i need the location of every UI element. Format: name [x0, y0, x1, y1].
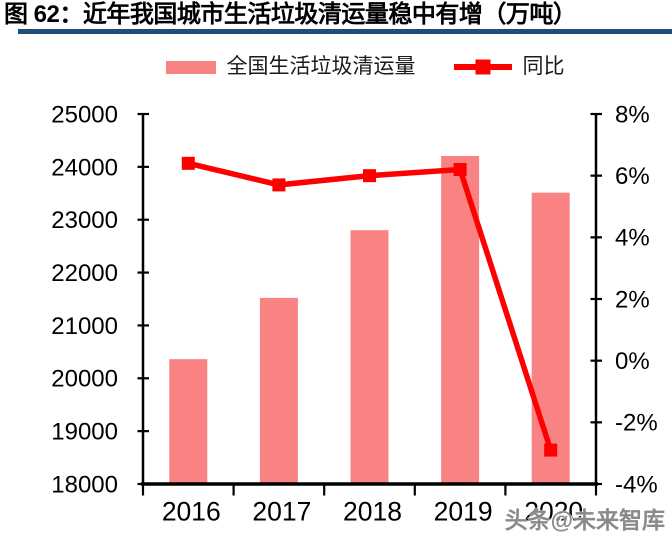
- x-axis-label-2018: 2018: [343, 496, 402, 526]
- y-axis-right-label: 4%: [615, 225, 650, 252]
- yoy-marker-2019: [453, 163, 467, 176]
- y-axis-left-label: 19000: [51, 419, 118, 446]
- yoy-marker-2018: [363, 169, 376, 183]
- y-axis-left-label: 25000: [51, 101, 118, 128]
- yoy-marker-2017: [272, 178, 286, 192]
- y-axis-left-label: 21000: [51, 313, 118, 340]
- chart-legend: 全国生活垃圾清运量 同比: [0, 54, 672, 80]
- watermark: 头条@未来智库: [504, 507, 665, 533]
- yoy-marker-2016: [181, 156, 195, 170]
- title-underline: [18, 29, 672, 34]
- bar-2020: [531, 192, 570, 484]
- figure-title: 图 62：近年我国城市生活垃圾清运量稳中有增（万吨）: [4, 1, 577, 28]
- x-axis-label-2019: 2019: [434, 496, 493, 526]
- y-axis-right-label: 8%: [615, 101, 650, 128]
- line-legend-swatch: [453, 59, 512, 75]
- y-axis-left-label: 23000: [51, 207, 118, 234]
- bar-2018: [350, 230, 389, 484]
- y-axis-right-label: -2%: [615, 410, 658, 437]
- bar-legend-swatch: [165, 60, 216, 74]
- x-axis-label-2017: 2017: [252, 496, 311, 526]
- bar-2016: [169, 359, 208, 484]
- y-axis-right-label: 6%: [615, 163, 650, 190]
- y-axis-right-label: 0%: [615, 348, 650, 375]
- y-axis-left-label: 22000: [51, 260, 118, 287]
- y-axis-left-label: 20000: [51, 366, 118, 393]
- yoy-marker-2020: [544, 443, 558, 457]
- y-axis-right-label: 2%: [615, 286, 650, 313]
- x-axis-label-2020: 2020: [524, 496, 583, 526]
- line-legend-marker-icon: [475, 59, 490, 75]
- legend-item-line: 同比: [453, 54, 565, 80]
- y-axis-right-label: -4%: [615, 471, 658, 498]
- y-axis-left-label: 18000: [51, 471, 118, 498]
- line-legend-label: 同比: [522, 55, 565, 78]
- x-axis-label-2016: 2016: [162, 496, 221, 526]
- legend-item-bar: 全国生活垃圾清运量: [165, 54, 416, 80]
- y-axis-left-label: 24000: [51, 154, 118, 181]
- bar-2017: [259, 297, 298, 484]
- bar-legend-label: 全国生活垃圾清运量: [226, 55, 416, 78]
